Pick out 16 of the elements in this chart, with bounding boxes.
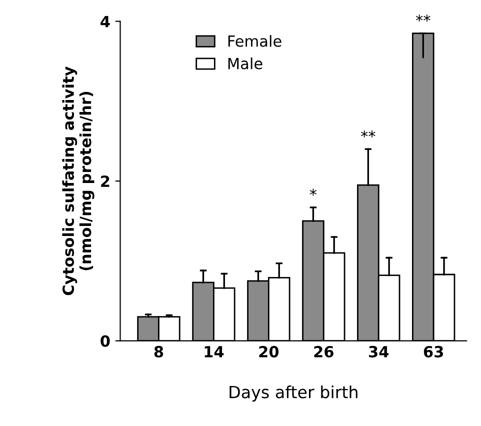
y-tick-label: 4 — [100, 16, 110, 28]
x-tick-label: 8 — [154, 346, 164, 358]
x-tick-label: 63 — [424, 346, 443, 358]
legend-label: Female — [228, 35, 282, 47]
annotation: ** — [416, 14, 430, 22]
y-axis-title: Cytosolic sulfating activity (nmol/mg protein/hr) — [62, 66, 94, 296]
x-axis-title: Days after birth — [230, 385, 358, 402]
legend-label: Male — [228, 57, 262, 70]
annotation: * — [310, 188, 317, 196]
annotation: ** — [360, 130, 376, 138]
x-tick-label: 20 — [259, 346, 279, 358]
y-tick-label: 2 — [101, 176, 110, 187]
x-tick-label: 26 — [314, 346, 334, 358]
x-tick-label: 34 — [369, 346, 389, 358]
x-tick-label: 14 — [204, 346, 224, 358]
y-tick-label: 0 — [100, 335, 110, 347]
